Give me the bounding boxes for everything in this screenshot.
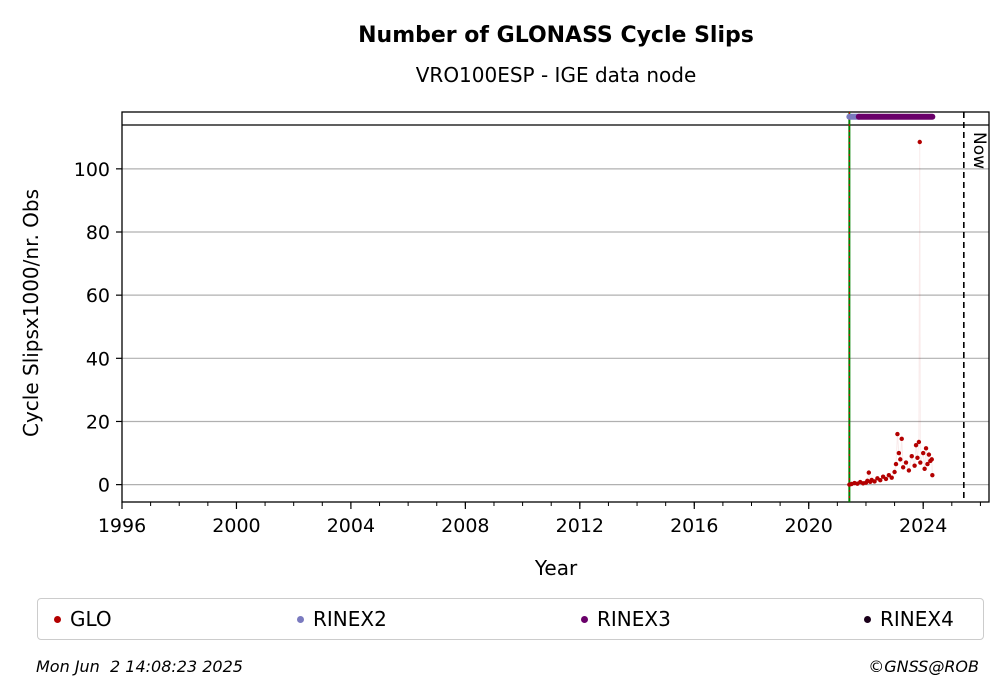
- glo-point: [899, 436, 904, 442]
- rinex2-marker-icon: [297, 615, 304, 623]
- y-tick-label: 60: [86, 285, 110, 307]
- chart-subtitle: VRO100ESP - IGE data node: [416, 63, 697, 87]
- glo-point: [895, 431, 900, 437]
- x-tick-label: 1996: [98, 515, 146, 537]
- footer-timestamp: Mon Jun 2 14:08:23 2025: [36, 657, 243, 676]
- x-tick-label: 2024: [899, 515, 947, 537]
- legend-label-rinex4: RINEX4: [880, 607, 954, 631]
- glo-point: [920, 450, 926, 456]
- glo-point: [906, 468, 912, 473]
- glo-point: [926, 452, 932, 457]
- glo-marker-icon: [54, 615, 61, 623]
- glo-point: [917, 139, 922, 145]
- glo-point: [915, 455, 920, 460]
- footer-credit: ©GNSS@ROB: [868, 657, 979, 676]
- glo-point: [892, 469, 897, 475]
- glo-point: [900, 465, 906, 470]
- glo-point: [883, 476, 889, 482]
- legend-label-rinex3: RINEX3: [597, 607, 671, 631]
- legend-item-glo: GLO: [54, 599, 112, 639]
- y-tick-label: 40: [86, 348, 110, 370]
- glo-point: [896, 450, 902, 456]
- rinex4-marker-icon: [864, 615, 871, 623]
- x-tick-label: 2012: [556, 515, 604, 537]
- glo-point: [889, 475, 894, 480]
- chart-title: Number of GLONASS Cycle Slips: [358, 23, 754, 48]
- x-tick-label: 2004: [327, 515, 375, 537]
- legend-item-rinex2: RINEX2: [297, 599, 387, 639]
- glo-point: [872, 479, 877, 484]
- legend-label-glo: GLO: [70, 607, 112, 631]
- chart-area: Number of GLONASS Cycle Slips VRO100ESP …: [19, 23, 990, 580]
- legend-item-rinex4: RINEX4: [864, 599, 954, 639]
- y-tick-label: 80: [86, 222, 110, 244]
- legend: GLO RINEX2 RINEX3 RINEX4: [37, 598, 984, 640]
- x-tick-label: 2000: [212, 515, 260, 537]
- glo-point: [922, 466, 927, 472]
- y-tick-label: 0: [98, 475, 110, 497]
- now-label: Now: [969, 132, 989, 169]
- plot-frame: [121, 111, 990, 503]
- glo-point: [925, 461, 930, 467]
- x-axis-label: Year: [534, 556, 578, 580]
- glo-point: [903, 460, 909, 465]
- glo-point: [866, 470, 872, 475]
- y-axis-label: Cycle Slipsx1000/nr. Obs: [19, 189, 43, 437]
- legend-label-rinex2: RINEX2: [313, 607, 387, 631]
- x-tick-label: 2020: [785, 515, 833, 537]
- glo-point: [918, 460, 923, 465]
- glo-point: [909, 454, 914, 459]
- glo-point: [923, 446, 929, 451]
- glo-point: [886, 472, 892, 478]
- x-tick-label: 2008: [441, 515, 489, 537]
- glo-point: [898, 457, 903, 462]
- glo-trace-line: [849, 141, 933, 486]
- glo-point: [916, 439, 922, 445]
- y-tick-label: 20: [86, 411, 110, 433]
- legend-item-rinex3: RINEX3: [581, 599, 671, 639]
- glo-point: [893, 461, 899, 467]
- glo-point: [878, 478, 883, 483]
- x-tick-label: 2016: [670, 515, 718, 537]
- glo-point: [913, 442, 919, 448]
- glo-point: [912, 463, 917, 468]
- rinex3-marker-icon: [581, 615, 588, 623]
- glo-point: [930, 472, 935, 478]
- glo-point: [929, 457, 934, 462]
- y-tick-label: 100: [74, 159, 110, 181]
